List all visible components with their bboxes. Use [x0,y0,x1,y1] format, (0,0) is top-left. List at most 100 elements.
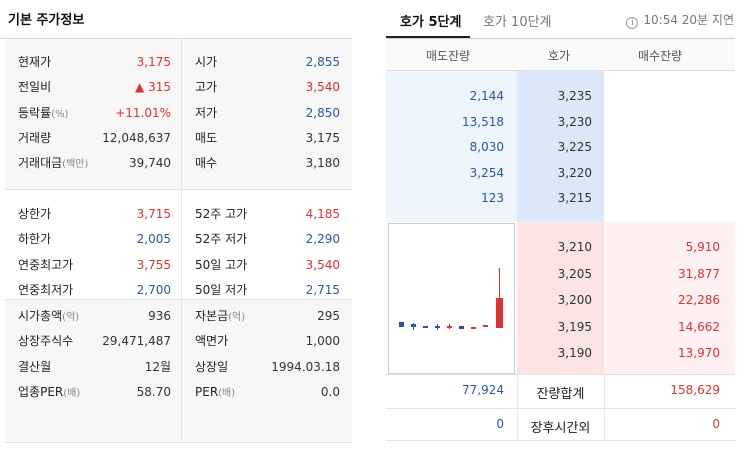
value: 3,175 [136,55,171,69]
total-ask: 77,924 [462,383,504,397]
value: 1,000 [305,334,340,349]
label: 상장주식수 [18,334,74,349]
label: 거래대금(백만) [18,156,89,171]
value: 58.70 [136,384,171,399]
label: 연중최고가 [18,257,74,272]
ask-row[interactable]: 13,518 3,230 [386,110,735,135]
label: 자본금(억) [195,309,246,323]
ask-price: 3,230 [557,114,592,129]
info-row: 하한가 2,005 52주 저가 2,290 [5,227,352,252]
delay-text: 10:54 20분 지연 [643,13,734,27]
ask-row[interactable]: 8,030 3,225 [386,135,735,160]
info-row: 상장주식수 29,471,487 액면가 1,000 [5,329,352,354]
ask-row[interactable]: 123 3,215 [386,186,735,211]
bid-qty: 31,877 [678,266,720,281]
value: 1994.03.18 [271,359,340,374]
bid-price: 3,200 [557,293,592,307]
bid-price: 3,205 [557,266,592,281]
ask-row[interactable]: 2,144 3,235 [386,84,735,109]
company-section [5,300,352,442]
info-icon[interactable]: i [626,17,639,29]
bid-row[interactable]: 3,195 14,662 [386,315,735,340]
tab-10-level[interactable]: 호가 10단계 [483,15,552,30]
bid-qty: 22,286 [678,293,720,307]
info-row: 거래대금(백만) 39,740 매수 3,180 [5,151,352,176]
value: 0.0 [320,384,340,399]
label: PER(배) [195,384,236,399]
label: 전일비 [18,80,52,95]
bid-row[interactable]: 3,200 22,286 [386,288,735,313]
bid-price: 3,210 [557,240,592,254]
label: 50일 고가 [195,257,248,272]
value: 4,185 [305,207,340,221]
info-row: 상한가 3,715 52주 고가 4,185 [5,202,352,227]
panel-title: 기본 주가정보 [8,13,85,28]
order-book-header: 매도잔량 호가 매수잔량 [386,38,735,71]
ask-row[interactable]: 3,254 3,220 [386,161,735,186]
value: 29,471,487 [102,334,171,349]
section-divider [5,442,352,443]
delay-info: i 10:54 20분 지연 [626,11,734,29]
value: 3,540 [305,80,340,95]
summary-divider [386,440,735,441]
bid-row[interactable]: 3,190 13,970 [386,341,735,366]
candle [423,326,428,328]
info-row: 시가총액(억) 936 자본금(억) 295 [5,304,352,329]
ask-price: 3,220 [557,165,592,180]
label: 거래량 [18,130,52,145]
value: 3,540 [305,257,340,272]
after-hours-label: 장후시간외 [530,421,591,436]
total-label: 잔량합계 [536,387,585,402]
label: 매도 [195,130,218,145]
section-divider [5,189,352,190]
label: 상장일 [195,359,229,374]
candle [435,326,440,328]
ask-qty: 2,144 [469,89,504,103]
header-price: 호가 [548,49,571,63]
active-tab-indicator [386,36,470,38]
value: 2,700 [136,282,171,297]
value: 2,850 [305,105,340,120]
candle [447,326,452,328]
ask-qty: 123 [481,191,504,205]
value: 936 [148,309,171,323]
value: 2,715 [305,282,340,297]
info-row: 거래량 12,048,637 매도 3,175 [5,126,352,151]
value: 2,005 [136,232,171,247]
info-row: 현재가 3,175 시가 2,855 [5,50,352,75]
bid-row[interactable]: 3,210 5,910 [386,235,735,260]
section-divider [181,300,182,442]
total-bid: 158,629 [670,383,720,397]
after-hours-ask: 0 [496,417,504,431]
ask-price: 3,215 [557,191,592,205]
label: 액면가 [195,334,229,349]
label: 결산월 [18,359,52,374]
value: 3,175 [305,130,340,145]
section-divider [181,190,182,299]
label: 업종PER(배) [18,384,81,399]
info-row: 업종PER(배) 58.70 PER(배) 0.0 [5,380,352,405]
value: 2,855 [305,55,340,69]
bid-row[interactable]: 3,205 31,877 [386,262,735,287]
ask-qty: 3,254 [469,165,504,180]
after-hours-row: 0 장후시간외 0 [386,410,735,440]
value: 3,755 [136,257,171,272]
bid-qty: 14,662 [678,319,720,334]
summary-divider [604,374,605,441]
ask-area [386,71,517,222]
mini-candle-chart [388,223,515,374]
info-row: 연중최저가 2,700 50일 저가 2,715 [5,278,352,303]
label: 시가총액(억) [18,309,80,323]
value: 12월 [144,359,171,374]
bid-price: 3,195 [557,319,592,334]
bid-area [604,222,735,374]
tab-5-level[interactable]: 호가 5단계 [400,15,462,30]
summary-divider [517,374,518,441]
candle [459,326,464,329]
bid-qty: 5,910 [685,240,720,254]
candle-chart-svg [399,268,503,330]
value: 3,715 [136,207,171,221]
label: 52주 저가 [195,232,248,247]
label: 등락률(%) [18,105,69,120]
candle [483,325,488,327]
